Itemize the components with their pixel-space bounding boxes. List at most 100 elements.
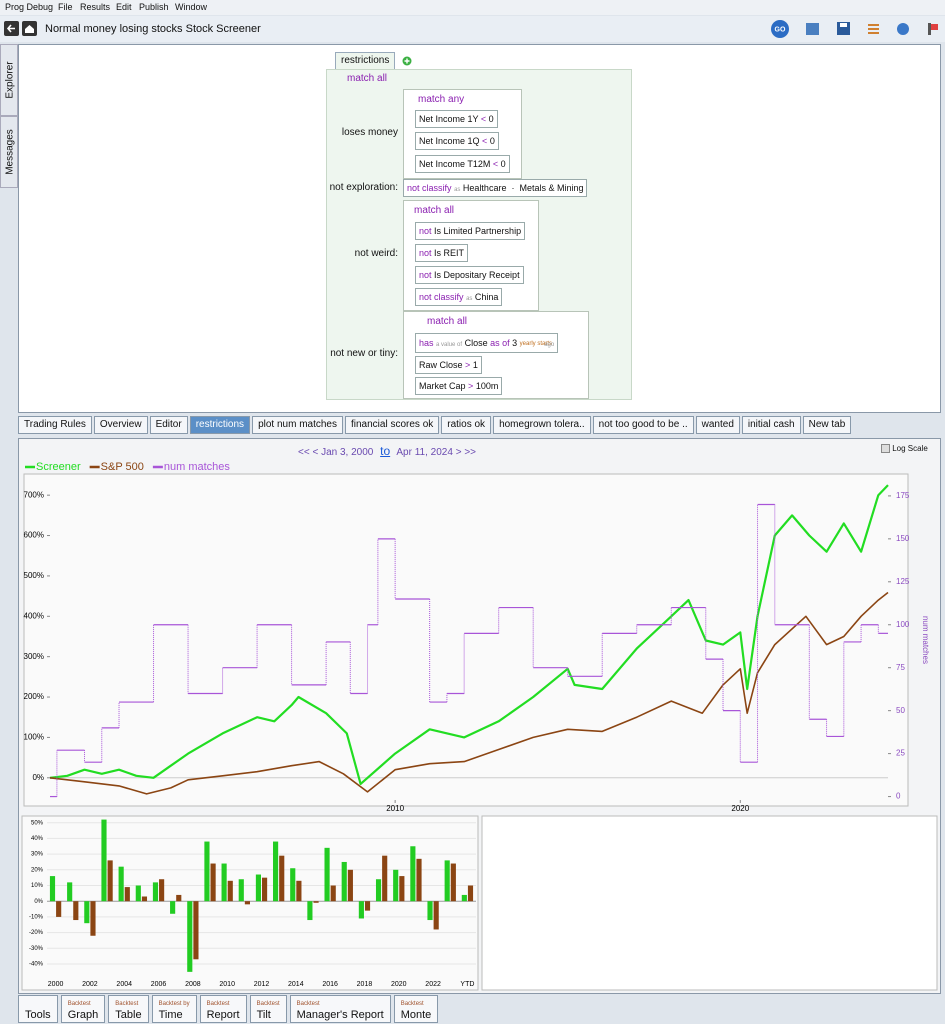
bar: [450, 863, 456, 902]
x-tick-label: 2002: [82, 981, 98, 988]
side-tab[interactable]: Messages: [0, 116, 18, 188]
bottom-tab-label: Table: [115, 1009, 142, 1021]
bar: [444, 860, 450, 902]
tab[interactable]: homegrown tolera..: [493, 416, 591, 434]
condition[interactable]: Market Cap > 100m: [415, 377, 503, 395]
menu-item[interactable]: Window: [175, 2, 208, 12]
bottom-tab[interactable]: Backtest Report: [199, 995, 247, 1023]
text: Metals & Mining: [519, 183, 584, 193]
text: 0: [489, 136, 495, 146]
menu-item[interactable]: File: [58, 2, 73, 12]
y-tick-label: -10%: [29, 914, 44, 920]
y2-tick-label: 175: [896, 491, 910, 500]
bottom-tab[interactable]: Backtest Table: [108, 995, 149, 1023]
bar: [141, 896, 148, 902]
bottom-tab[interactable]: Tools: [18, 995, 58, 1023]
bar: [273, 841, 279, 902]
condition[interactable]: not Is Limited Partnership: [415, 222, 526, 240]
text: as: [454, 187, 461, 193]
legend-label: num matches: [164, 461, 231, 473]
menu-item[interactable]: Edit: [116, 2, 132, 12]
condition[interactable]: Net Income T12M < 0: [415, 155, 510, 173]
x-tick-label: 2020: [391, 981, 407, 988]
condition[interactable]: not classify as Healthcare · Metals & Mi…: [403, 179, 588, 197]
bar-plot-frame: [21, 815, 479, 991]
nav-next[interactable]: > >>: [455, 447, 477, 458]
rule-label[interactable]: loses money: [341, 127, 398, 138]
x-tick-label: 2012: [254, 981, 270, 988]
bar: [210, 863, 216, 902]
bar: [290, 868, 296, 902]
text: Close: [464, 338, 488, 348]
bar: [49, 876, 56, 902]
match-mode[interactable]: match any: [418, 94, 465, 105]
bar: [313, 901, 319, 903]
condition[interactable]: Raw Close > 1: [415, 356, 482, 374]
window-title: Normal money losing stocks Stock Screene…: [45, 23, 261, 35]
range-start[interactable]: Jan 3, 2000: [321, 447, 374, 458]
toolbar-icons[interactable]: GO: [770, 19, 940, 39]
y-tick-label: 20%: [31, 867, 44, 873]
bottom-tab[interactable]: Backtest Graph: [60, 995, 106, 1023]
bottom-tab-label: Graph: [67, 1009, 99, 1021]
tab[interactable]: financial scores ok: [345, 416, 440, 434]
condition[interactable]: not classify as China: [415, 288, 503, 306]
nav-buttons[interactable]: [4, 21, 38, 37]
bottom-tab[interactable]: Backtest by Time: [151, 995, 197, 1023]
bar: [341, 861, 347, 902]
bottom-tab[interactable]: Backtest Tilt: [249, 995, 287, 1023]
bottom-tab-label: Time: [158, 1009, 183, 1021]
y-tick-label: 700%: [24, 490, 44, 499]
condition[interactable]: has a value of Close as of 3 yearly star…: [415, 333, 559, 353]
text: not: [419, 270, 432, 280]
rule-label[interactable]: not weird:: [354, 248, 398, 259]
menu-item[interactable]: Prog Debug: [5, 2, 54, 12]
bottom-tab-label: Tools: [25, 1009, 51, 1021]
match-mode[interactable]: match all: [414, 205, 455, 216]
tab[interactable]: ratios ok: [441, 416, 492, 434]
tab[interactable]: wanted: [695, 416, 740, 434]
tab[interactable]: Editor: [149, 416, 188, 434]
tab[interactable]: not too good to be ..: [592, 416, 694, 434]
text: 1: [472, 360, 478, 370]
tab[interactable]: Overview: [93, 416, 148, 434]
side-tab[interactable]: Explorer: [0, 44, 18, 116]
log-scale-toggle[interactable]: Log Scale: [881, 444, 928, 454]
stats-frame: [481, 815, 938, 991]
x-tick-label: 2014: [288, 981, 304, 988]
bottom-tab-bar: Tools Backtest Graph Backtest Table Backtest …: [18, 995, 439, 1023]
rule-label[interactable]: not new or tiny:: [330, 348, 398, 359]
add-button[interactable]: [402, 56, 412, 66]
bar: [347, 869, 353, 902]
tab[interactable]: Trading Rules: [18, 416, 92, 434]
match-mode[interactable]: match all: [347, 73, 388, 84]
bar: [393, 869, 399, 902]
title-bar: Normal money losing stocks Stock Screene…: [0, 16, 945, 42]
rule-label[interactable]: not exploration:: [329, 182, 398, 193]
tab[interactable]: New tab: [802, 416, 852, 434]
nav-prev[interactable]: << <: [298, 447, 319, 458]
y-tick-label: 10%: [31, 883, 44, 889]
condition[interactable]: not Is REIT: [415, 244, 469, 262]
menu-item[interactable]: Publish: [139, 2, 169, 12]
tab[interactable]: plot num matches: [252, 416, 343, 434]
series-line: [49, 484, 889, 785]
menu-item[interactable]: Results: [80, 2, 111, 12]
range-end[interactable]: Apr 11, 2024: [396, 447, 453, 458]
y-tick-label: -30%: [29, 946, 44, 952]
tab[interactable]: initial cash: [741, 416, 801, 434]
condition[interactable]: Net Income 1Q < 0: [415, 132, 499, 150]
bottom-tab[interactable]: Backtest Monte: [393, 995, 439, 1023]
match-mode[interactable]: match all: [427, 316, 468, 327]
y2-tick-label: 75: [896, 663, 905, 672]
bar: [255, 874, 261, 902]
condition[interactable]: Net Income 1Y < 0: [415, 110, 498, 128]
bar: [56, 901, 62, 917]
tab[interactable]: restrictions: [189, 416, 251, 434]
y-tick-label: 100%: [24, 733, 44, 742]
bar: [307, 901, 313, 921]
bottom-tab[interactable]: Backtest Manager's Report: [289, 995, 391, 1023]
text: ago: [544, 342, 555, 348]
condition[interactable]: not Is Depositary Receipt: [415, 266, 524, 284]
y-tick-label: 50%: [31, 820, 44, 826]
